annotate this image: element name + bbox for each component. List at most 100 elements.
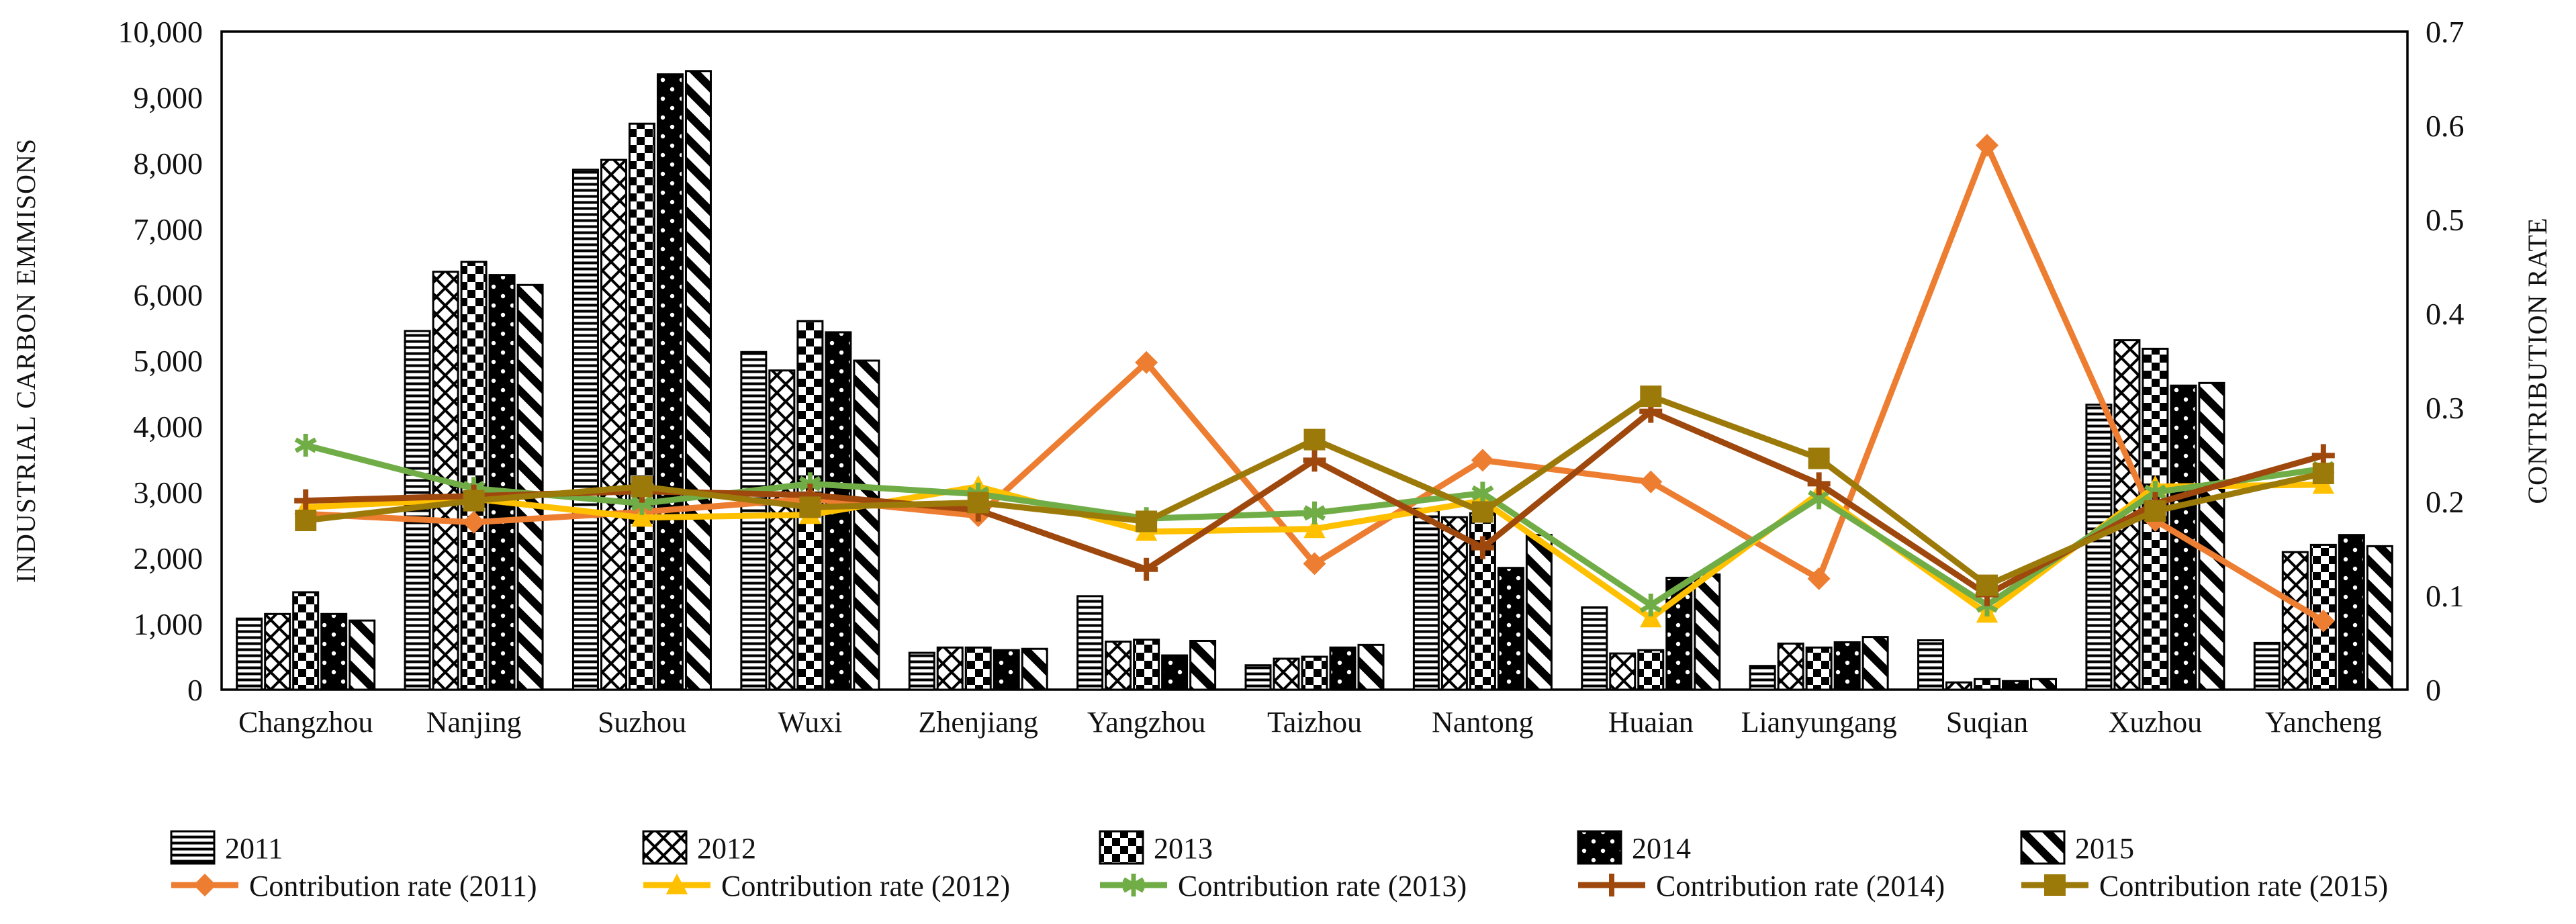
legend-label: 2012 xyxy=(697,832,756,865)
left-tick-label: 3,000 xyxy=(134,475,203,510)
legend-label: 2013 xyxy=(1154,832,1213,865)
marker-square xyxy=(1303,428,1326,451)
category-label: Nanjing xyxy=(426,706,522,739)
left-tick-label: 7,000 xyxy=(134,212,203,246)
category-label: Wuxi xyxy=(778,706,842,739)
legend-swatch xyxy=(2020,830,2066,865)
category-label: Zhenjiang xyxy=(919,706,1038,739)
bar-2015 xyxy=(1694,573,1721,691)
bar-2013 xyxy=(628,122,655,691)
marker-square xyxy=(2044,874,2066,896)
marker-diamond xyxy=(462,510,486,534)
legend-swatch xyxy=(170,830,216,865)
right-tick-label: 0.7 xyxy=(2426,15,2465,49)
category-label: Suqian xyxy=(1946,706,2028,739)
marker-diamond xyxy=(2311,609,2335,633)
marker-square xyxy=(1136,510,1158,533)
legend-item-2015: 2015 xyxy=(2020,830,2134,865)
bar-2014 xyxy=(488,274,516,691)
bar-2012 xyxy=(1777,642,1804,691)
bar-2015 xyxy=(853,359,880,691)
legend-item-Contribution rate (2012): Contribution rate (2012) xyxy=(643,870,1010,903)
legend-item-Contribution rate (2015): Contribution rate (2015) xyxy=(2021,870,2388,903)
right-tick-label: 0.2 xyxy=(2426,485,2465,519)
category-label: Yancheng xyxy=(2265,706,2382,739)
bar-2015 xyxy=(2366,545,2393,691)
category-label: Suzhou xyxy=(598,706,686,739)
bar-2012 xyxy=(600,158,627,691)
left-tick-label: 9,000 xyxy=(134,81,203,115)
right-tick-label: 0.3 xyxy=(2426,391,2465,425)
legend-item-Contribution rate (2011): Contribution rate (2011) xyxy=(171,870,537,903)
marker-plus xyxy=(1807,472,1831,496)
bar-2012 xyxy=(1945,681,1973,691)
left-tick-label: 1,000 xyxy=(134,607,203,641)
bar-2013 xyxy=(292,591,320,691)
bar-series-2015 xyxy=(349,70,2393,691)
legend-label: Contribution rate (2015) xyxy=(2099,870,2388,903)
marker-plus xyxy=(294,489,318,512)
category-label: Xuzhou xyxy=(2109,706,2202,739)
right-tick-label: 0.5 xyxy=(2426,203,2465,237)
legend-label: Contribution rate (2014) xyxy=(1656,870,1945,903)
bar-series-2011 xyxy=(236,169,2281,691)
legend-item-2013: 2013 xyxy=(1099,830,1213,865)
bar-2011 xyxy=(1076,595,1104,691)
bar-2011 xyxy=(1749,665,1776,691)
bar-2015 xyxy=(516,283,544,691)
bar-2013 xyxy=(1301,655,1328,691)
bar-2015 xyxy=(2198,381,2225,691)
bar-2014 xyxy=(993,649,1020,691)
bar-2015 xyxy=(1525,534,1553,691)
bar-2015 xyxy=(1861,636,1889,691)
marker-asterisk xyxy=(1639,594,1662,616)
marker-square xyxy=(2312,463,2334,484)
bar-2013 xyxy=(1805,646,1833,691)
bar-2012 xyxy=(1273,657,1300,691)
legend-label: Contribution rate (2011) xyxy=(249,870,537,903)
marker-square xyxy=(1808,447,1830,469)
marker-square xyxy=(799,496,821,518)
right-tick-label: 0.4 xyxy=(2426,297,2465,331)
marker-diamond xyxy=(1303,552,1326,575)
bar-2014 xyxy=(2338,534,2365,691)
legend-label: Contribution rate (2012) xyxy=(721,870,1010,903)
legend-item-Contribution rate (2014): Contribution rate (2014) xyxy=(1578,870,1945,903)
marker-square xyxy=(1640,385,1662,408)
legend-item-2012: 2012 xyxy=(642,830,756,865)
marker-triangle xyxy=(1640,606,1662,628)
left-tick-label: 10,000 xyxy=(118,15,203,49)
left-tick-label: 2,000 xyxy=(134,541,203,575)
marker-asterisk xyxy=(294,434,317,457)
category-label: Yangzhou xyxy=(1087,706,1205,739)
legend-item-2011: 2011 xyxy=(170,830,283,865)
axes: 0 1,000 2,000 3,000 4,000 5,000 6,000 7,000 8,00… xyxy=(118,15,2465,739)
left-tick-label: 4,000 xyxy=(134,410,203,444)
left-tick-label: 5,000 xyxy=(134,344,203,378)
marker-diamond xyxy=(1471,449,1494,472)
bar-2011 xyxy=(908,651,935,691)
marker-plus xyxy=(1303,449,1326,472)
right-tick-label: 0.1 xyxy=(2426,579,2465,613)
bar-2014 xyxy=(1329,646,1356,691)
legend-item-Contribution rate (2013): Contribution rate (2013) xyxy=(1100,870,1467,903)
legend-label: 2014 xyxy=(1632,832,1691,865)
bar-2014 xyxy=(1497,567,1524,691)
marker-asterisk xyxy=(1122,874,1145,896)
bar-2015 xyxy=(1357,643,1385,691)
marker-triangle xyxy=(665,874,688,894)
bar-2011 xyxy=(1412,508,1440,691)
bar-2013 xyxy=(1637,649,1665,691)
bar-2012 xyxy=(1609,652,1637,691)
bar-2013 xyxy=(964,646,992,691)
marker-asterisk xyxy=(1303,501,1326,524)
bar-2014 xyxy=(1833,641,1861,691)
bar-2013 xyxy=(1133,639,1160,691)
legend-swatch xyxy=(1099,830,1144,865)
marker-plus xyxy=(1135,557,1158,581)
marker-square xyxy=(2144,500,2166,522)
category-label: Changzhou xyxy=(238,706,373,739)
marker-plus xyxy=(1600,874,1623,896)
